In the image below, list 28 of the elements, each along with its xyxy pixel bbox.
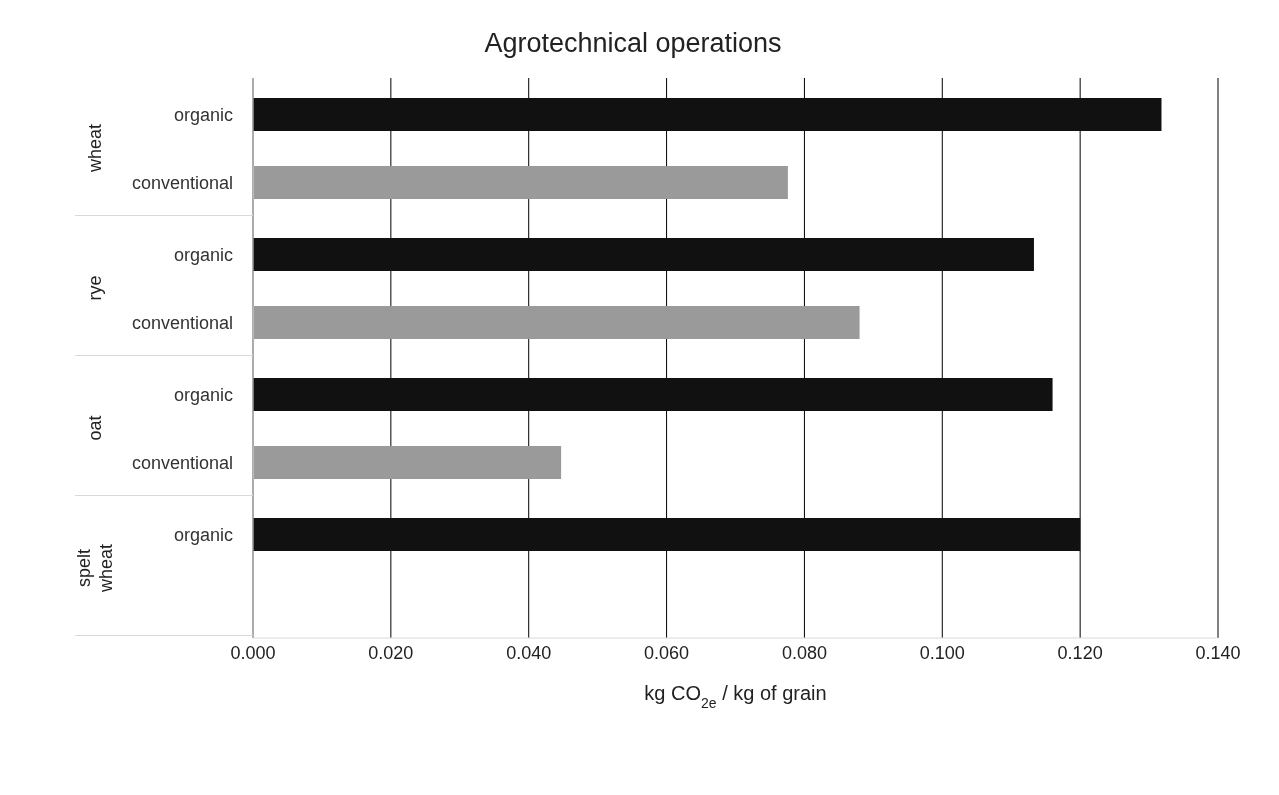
chart-title: Agrotechnical operations xyxy=(483,27,783,60)
series-label: organic xyxy=(173,104,233,125)
bar xyxy=(253,98,1162,131)
x-tick-label: 0.040 xyxy=(506,642,552,663)
y-tick-label: rye xyxy=(85,275,105,301)
bar xyxy=(253,446,562,479)
x-tick-label: 0.080 xyxy=(781,642,827,663)
bar xyxy=(253,518,1081,551)
bar xyxy=(253,166,788,199)
series-label: conventional xyxy=(131,172,233,193)
text: conventional xyxy=(131,452,233,473)
x-tick-label: 0.020 xyxy=(368,642,414,663)
x-tick-label: 0.000 xyxy=(230,642,276,663)
text: organic xyxy=(173,524,233,545)
text: conventional xyxy=(131,312,233,333)
text: organic xyxy=(173,384,233,405)
x-tick-label: 0.100 xyxy=(919,642,965,663)
y-tick-label: wheat xyxy=(85,123,105,174)
y-tick-label: spelt wheat xyxy=(74,543,116,594)
text: organic xyxy=(173,244,233,265)
y-tick-label: oat xyxy=(85,415,105,441)
x-axis-title: kg CO$_{2e}$ / kg of grain xyxy=(644,682,827,711)
x-tick-label: 0.060 xyxy=(644,642,690,663)
x-tick-label: 0.140 xyxy=(1195,642,1241,663)
bar xyxy=(253,378,1053,411)
x-tick-label: 0.120 xyxy=(1057,642,1103,663)
bar xyxy=(253,238,1034,271)
bar xyxy=(253,306,860,339)
